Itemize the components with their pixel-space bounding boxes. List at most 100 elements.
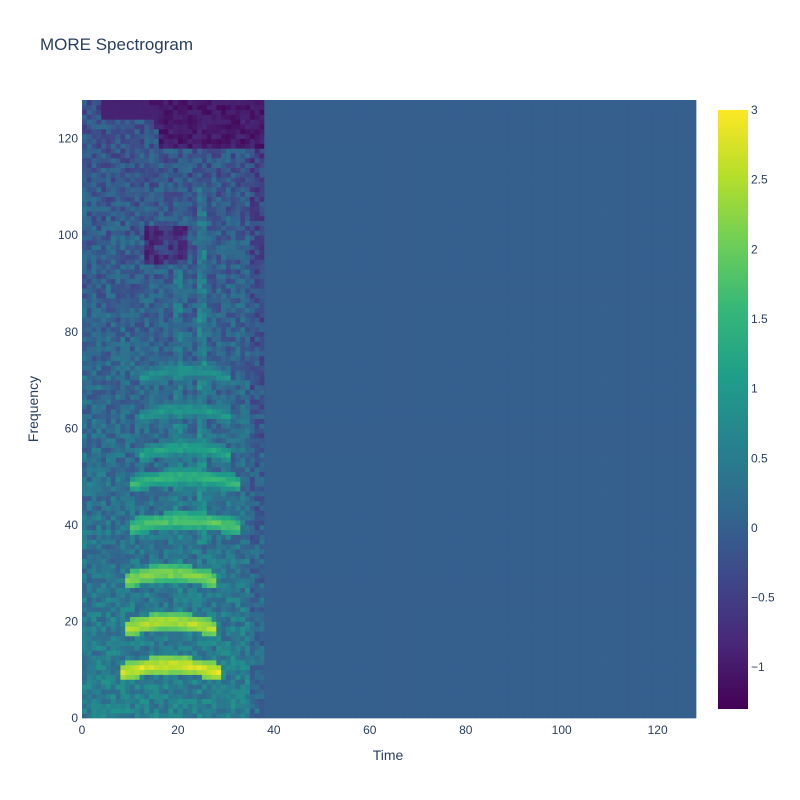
heatmap-cell [230, 563, 236, 569]
heatmap-cell [580, 563, 587, 569]
heatmap-cell [552, 534, 558, 540]
heatmap-cell [384, 616, 390, 622]
heatmap-cell [86, 544, 92, 550]
heatmap-cell [436, 684, 443, 690]
heatmap-cell [197, 534, 203, 540]
heatmap-cell [115, 660, 121, 666]
heatmap-cell [547, 655, 553, 661]
heatmap-cell [595, 640, 601, 646]
heatmap-cell [451, 626, 457, 632]
heatmap-cell [403, 577, 409, 584]
heatmap-cell [249, 698, 256, 704]
heatmap-cell [638, 602, 644, 608]
heatmap-cell [173, 582, 179, 588]
heatmap-cell [259, 544, 265, 550]
heatmap-cell [556, 616, 563, 622]
heatmap-cell [293, 664, 299, 671]
heatmap-cell [182, 689, 188, 695]
heatmap-cell [614, 563, 620, 569]
heatmap-cell [182, 708, 188, 714]
heatmap-cell [312, 573, 318, 579]
heatmap-cell [460, 655, 467, 661]
heatmap-cell [513, 558, 519, 564]
heatmap-cell [153, 534, 160, 540]
heatmap-cell [513, 635, 519, 642]
heatmap-cell [604, 703, 611, 709]
heatmap-cell [307, 568, 313, 574]
heatmap-cell [580, 544, 587, 550]
heatmap-cell [398, 534, 404, 540]
heatmap-cell [537, 534, 543, 540]
heatmap-cell [374, 549, 380, 555]
heatmap-cell [86, 529, 92, 535]
heatmap-cell [633, 655, 639, 661]
heatmap-cell [412, 640, 419, 646]
heatmap-cell [374, 684, 380, 690]
heatmap-cell [662, 539, 668, 545]
heatmap-cell [345, 689, 351, 695]
heatmap-cell [403, 703, 409, 709]
heatmap-cell [571, 606, 577, 613]
heatmap-cell [686, 616, 692, 622]
heatmap-cell [460, 713, 467, 719]
heatmap-cell [336, 606, 342, 613]
heatmap-cell [638, 703, 644, 709]
heatmap-cell [134, 664, 140, 671]
heatmap-cell [173, 544, 179, 550]
heatmap-cell [110, 689, 116, 695]
heatmap-cell [197, 549, 203, 555]
heatmap-cell [201, 689, 208, 695]
heatmap-cell [211, 621, 217, 627]
heatmap-cell [82, 626, 88, 632]
heatmap-cell [403, 539, 409, 545]
heatmap-cell [508, 626, 515, 632]
heatmap-cell [187, 606, 193, 613]
heatmap-cell [441, 713, 447, 719]
heatmap-cell [499, 611, 505, 617]
heatmap-cell [633, 689, 639, 695]
heatmap-cell [177, 606, 184, 613]
heatmap-cell [475, 626, 481, 632]
heatmap-cell [657, 606, 663, 613]
heatmap-cell [561, 708, 567, 714]
heatmap-cell [417, 669, 423, 675]
heatmap-cell [513, 549, 519, 555]
heatmap-cell [408, 621, 414, 627]
heatmap-cell [96, 534, 102, 540]
heatmap-cell [609, 616, 615, 622]
heatmap-cell [163, 544, 169, 550]
heatmap-cell [580, 679, 587, 685]
heatmap-cell [633, 645, 639, 651]
heatmap-cell [321, 597, 327, 603]
heatmap-cell [614, 640, 620, 646]
heatmap-cell [307, 597, 313, 603]
heatmap-cell [643, 544, 649, 550]
heatmap-cell [312, 698, 318, 704]
heatmap-cell [609, 650, 615, 656]
heatmap-cell [643, 713, 649, 719]
heatmap-cell [201, 660, 208, 666]
heatmap-cell [494, 606, 500, 613]
heatmap-cell [667, 592, 673, 598]
heatmap-cell [158, 635, 164, 642]
heatmap-cell [614, 553, 620, 560]
heatmap-cell [398, 631, 404, 637]
heatmap-cell [571, 631, 577, 637]
heatmap-cell [532, 582, 539, 588]
heatmap-cell [177, 558, 184, 564]
heatmap-cell [652, 626, 658, 632]
heatmap-cell [158, 650, 164, 656]
heatmap-cell [86, 611, 92, 617]
heatmap-cell [691, 693, 697, 700]
heatmap-cell [600, 621, 606, 627]
heatmap-cell [667, 635, 673, 642]
heatmap-cell [369, 635, 375, 642]
heatmap-cell [657, 563, 663, 569]
heatmap-cell [144, 544, 150, 550]
heatmap-cell [504, 645, 510, 651]
heatmap-cell [307, 592, 313, 598]
heatmap-cell [192, 558, 198, 564]
heatmap-cell [369, 611, 375, 617]
heatmap-cell [513, 597, 519, 603]
heatmap-cell [264, 664, 270, 671]
